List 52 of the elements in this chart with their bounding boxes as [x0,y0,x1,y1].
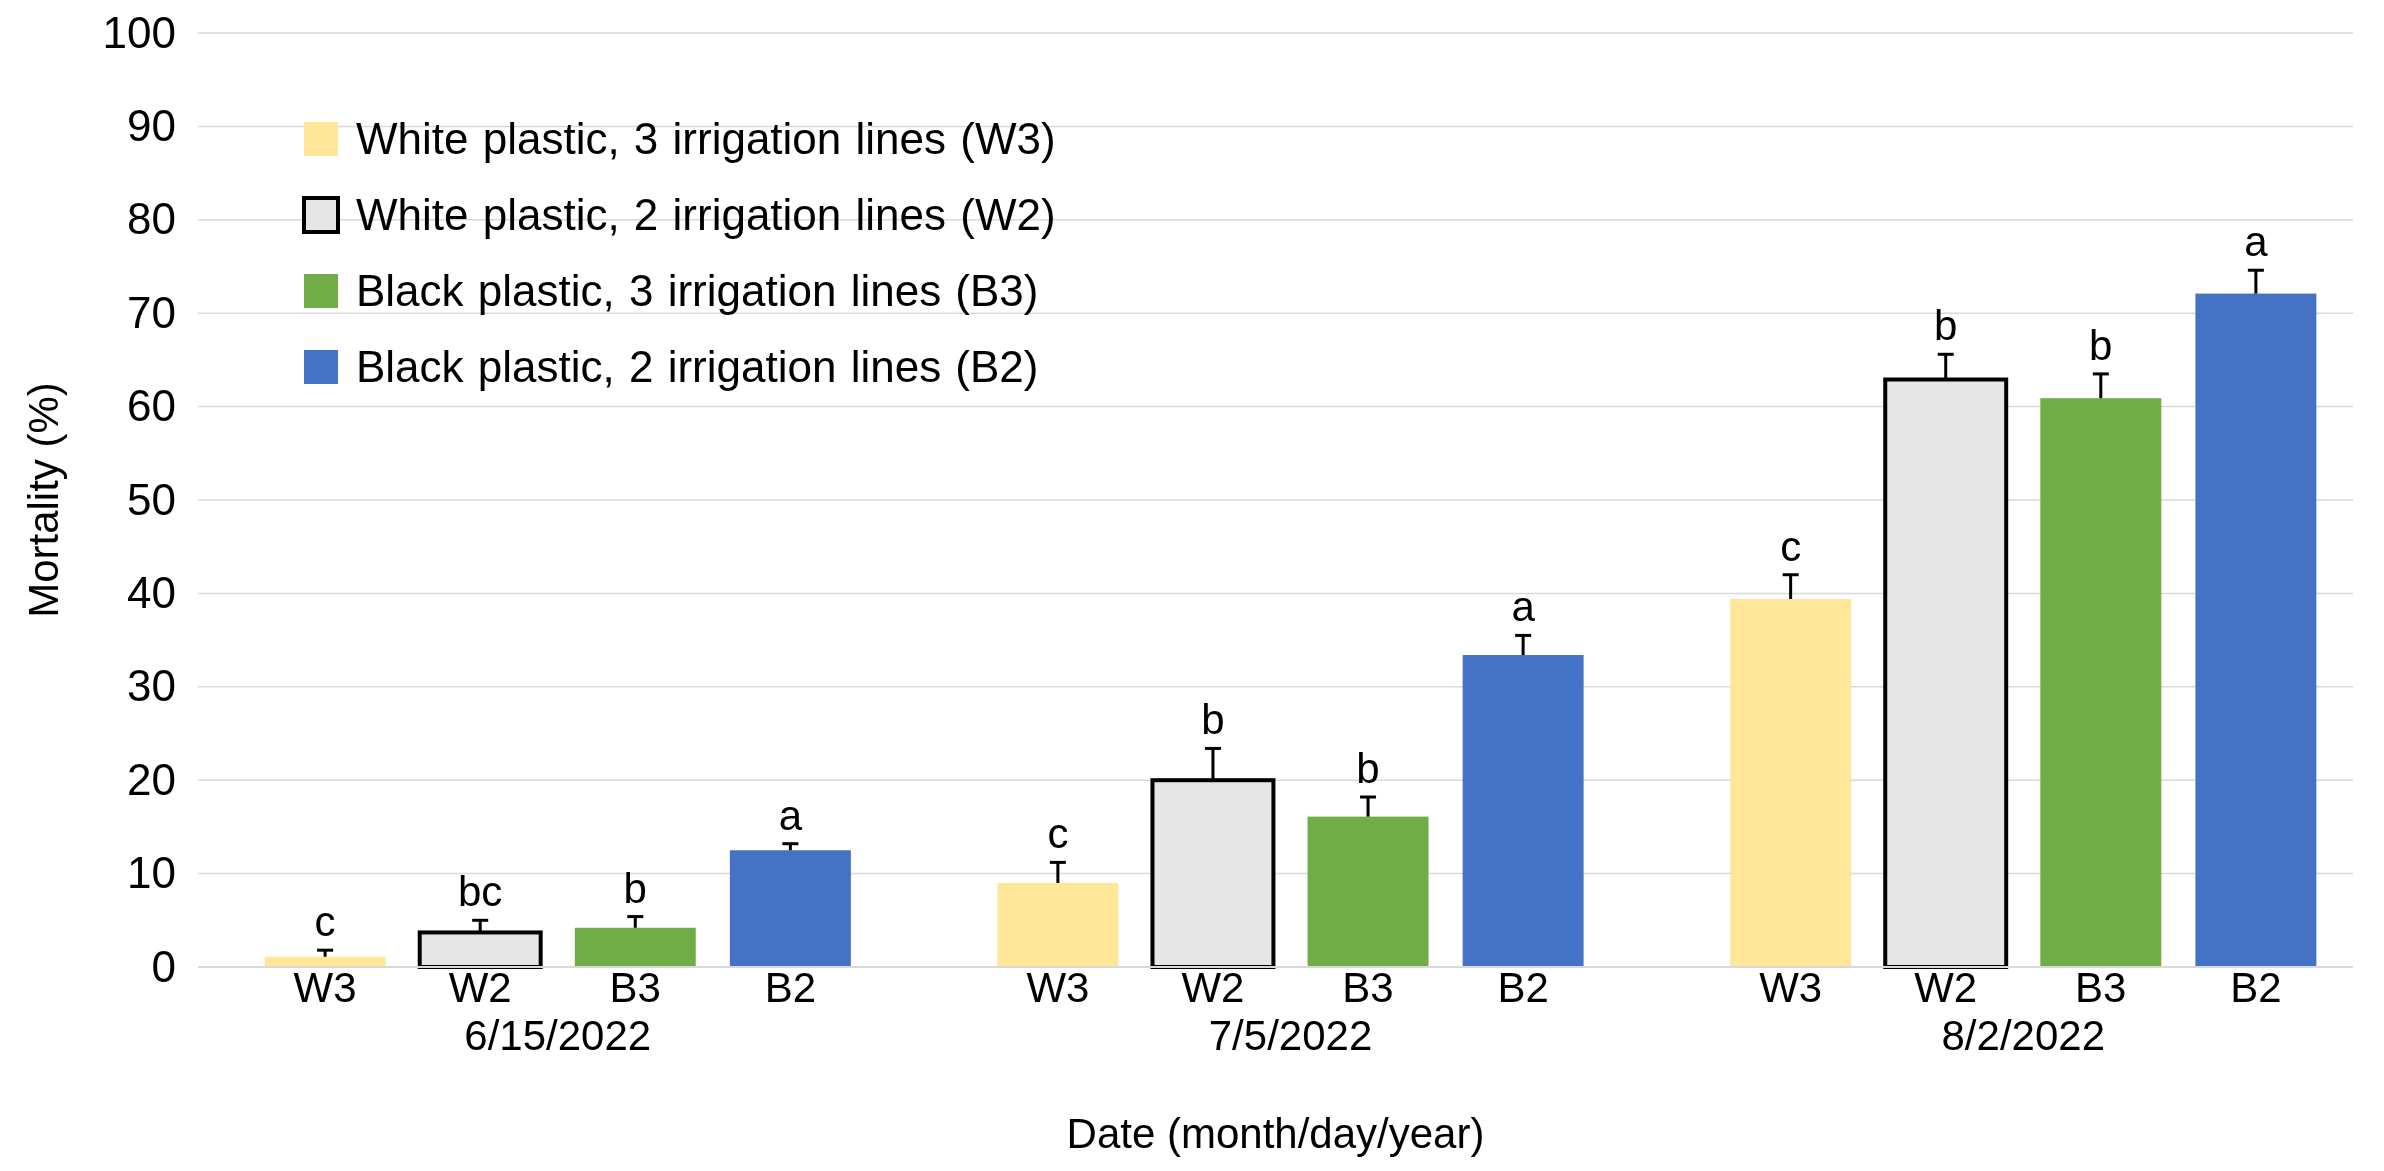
annotation: b [1934,302,1958,350]
annotation: a [1511,583,1536,631]
annotation: B3 [609,964,661,1011]
annotation: W3 [293,964,357,1011]
legend-label: White plastic, 2 irrigation lines (W2) [356,190,1056,239]
annotation: b [623,864,647,912]
y-tick-label: 60 [127,381,176,431]
annotation: b [1356,745,1380,793]
y-tick-label: 10 [127,848,176,898]
annotation: B2 [2230,964,2282,1011]
annotation: a [2244,218,2269,266]
annotation: W2 [1914,964,1978,1011]
annotation: c [1047,810,1069,858]
annotation: bc [458,868,503,916]
x-tick-label: 7/5/2022 [1208,1012,1373,1059]
y-tick-label: 50 [127,474,176,524]
y-tick-label: 80 [127,194,176,244]
bar [2040,398,2162,967]
legend-label: White plastic, 3 irrigation lines (W3) [356,114,1056,163]
bar [729,850,851,967]
legend-label: Black plastic, 3 irrigation lines (B3) [356,266,1039,315]
y-tick-label: 30 [127,661,176,711]
annotation: W2 [448,964,512,1011]
bar [997,882,1119,967]
annotation: B2 [1497,964,1549,1011]
bar [2195,293,2317,967]
annotation: W2 [1181,964,1245,1011]
x-tick-label: 6/15/2022 [464,1012,652,1059]
x-tick-label: 8/2/2022 [1941,1012,2106,1059]
y-axis-title: Mortality (%) [20,382,67,618]
annotation: W3 [1759,964,1823,1011]
y-tick-label: 100 [102,7,176,57]
y-tick-label: 70 [127,287,176,337]
y-tick-label: 40 [127,567,176,617]
bar [1730,599,1852,967]
bar [1462,655,1584,967]
y-tick-label: 20 [127,754,176,804]
annotation: b [2089,321,2113,369]
annotation: B3 [2075,964,2127,1011]
bar [1307,816,1429,967]
annotation: B3 [1342,964,1394,1011]
x-axis-title: Date (month/day/year) [1066,1110,1485,1157]
annotation: c [314,898,336,946]
legend-label: Black plastic, 2 irrigation lines (B2) [356,342,1039,391]
y-tick-label: 0 [151,941,176,991]
annotation: a [778,791,803,839]
annotation: W3 [1026,964,1090,1011]
annotation: c [1780,522,1802,570]
bar [574,927,696,967]
annotation: B2 [764,964,817,1011]
y-tick-label: 90 [127,100,176,150]
annotation: b [1201,696,1225,744]
